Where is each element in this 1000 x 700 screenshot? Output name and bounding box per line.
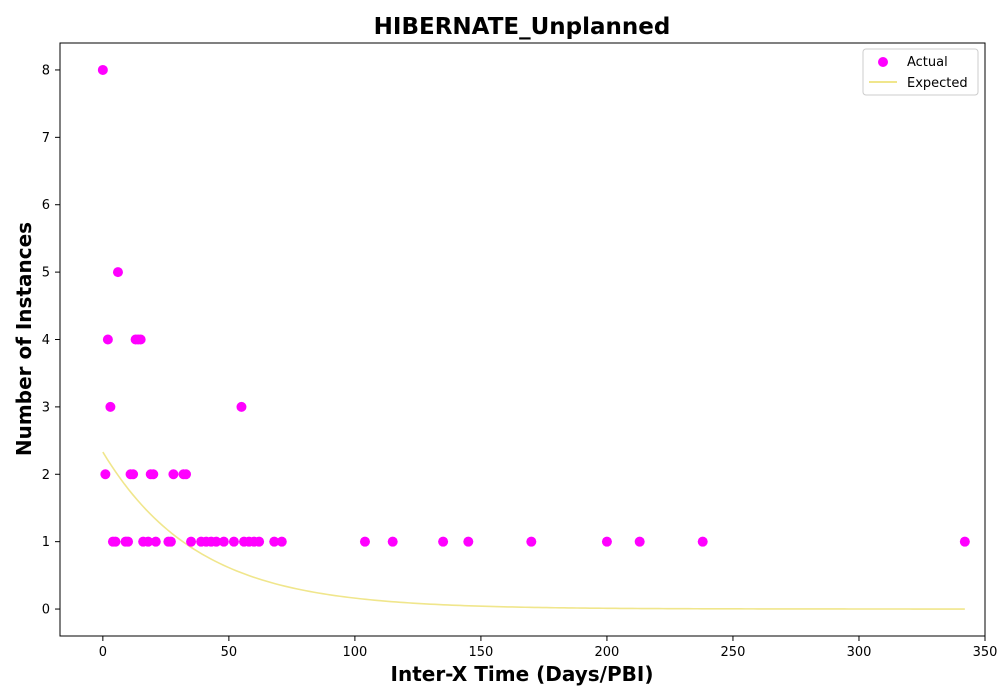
- actual-point: [634, 536, 645, 547]
- actual-point: [181, 469, 192, 480]
- y-tick-label: 3: [42, 400, 50, 415]
- actual-point: [100, 469, 111, 480]
- legend-actual-label: Actual: [907, 55, 948, 70]
- actual-point: [128, 469, 139, 480]
- actual-point: [97, 64, 108, 75]
- y-axis-title: Number of Instances: [12, 222, 36, 456]
- axis-ticks: 0 50 100 150 200 250 300 350 0 1 2 3 4 5 6 7 8: [42, 63, 998, 660]
- actual-point: [526, 536, 537, 547]
- actual-point: [236, 401, 247, 412]
- y-tick-label: 1: [42, 535, 50, 550]
- x-tick-label: 200: [595, 645, 620, 660]
- x-tick-label: 300: [847, 645, 872, 660]
- plot-area: [97, 64, 970, 610]
- actual-point: [105, 401, 116, 412]
- x-tick-label: 0: [99, 645, 107, 660]
- x-tick-label: 350: [973, 645, 998, 660]
- actual-point: [211, 536, 222, 547]
- x-tick-label: 150: [468, 645, 493, 660]
- y-tick-label: 4: [42, 333, 50, 348]
- y-tick-label: 6: [42, 198, 50, 213]
- actual-point: [150, 536, 161, 547]
- actual-point: [186, 536, 197, 547]
- legend-box: [862, 48, 979, 96]
- legend-actual-marker: [878, 57, 888, 67]
- actual-point: [112, 267, 123, 278]
- actual-point: [697, 536, 708, 547]
- actual-point: [168, 469, 179, 480]
- actual-point: [359, 536, 370, 547]
- actual-point: [228, 536, 239, 547]
- actual-point: [102, 334, 113, 345]
- actual-point: [276, 536, 287, 547]
- y-tick-label: 5: [42, 266, 50, 281]
- legend: Actual Expected: [862, 48, 979, 96]
- x-axis-title: Inter-X Time (Days/PBI): [391, 662, 654, 686]
- actual-point: [438, 536, 449, 547]
- actual-point: [143, 536, 154, 547]
- chart-title: HIBERNATE_Unplanned: [374, 14, 671, 40]
- y-tick-label: 8: [42, 63, 50, 78]
- y-tick-label: 7: [42, 131, 50, 146]
- actual-point: [959, 536, 970, 547]
- y-tick-label: 0: [42, 603, 50, 618]
- legend-expected-label: Expected: [907, 76, 968, 91]
- x-tick-label: 100: [342, 645, 367, 660]
- x-tick-label: 250: [721, 645, 746, 660]
- actual-point: [387, 536, 398, 547]
- actual-point: [254, 536, 265, 547]
- x-tick-label: 50: [221, 645, 238, 660]
- actual-point: [601, 536, 612, 547]
- actual-point: [269, 536, 280, 547]
- actual-point: [110, 536, 121, 547]
- y-tick-label: 2: [42, 468, 50, 483]
- actual-point: [123, 536, 134, 547]
- actual-point: [463, 536, 474, 547]
- actual-point: [218, 536, 229, 547]
- plot-frame: [59, 42, 986, 637]
- expected-line: [102, 451, 965, 610]
- actual-point: [165, 536, 176, 547]
- actual-point: [148, 469, 159, 480]
- actual-point: [135, 334, 146, 345]
